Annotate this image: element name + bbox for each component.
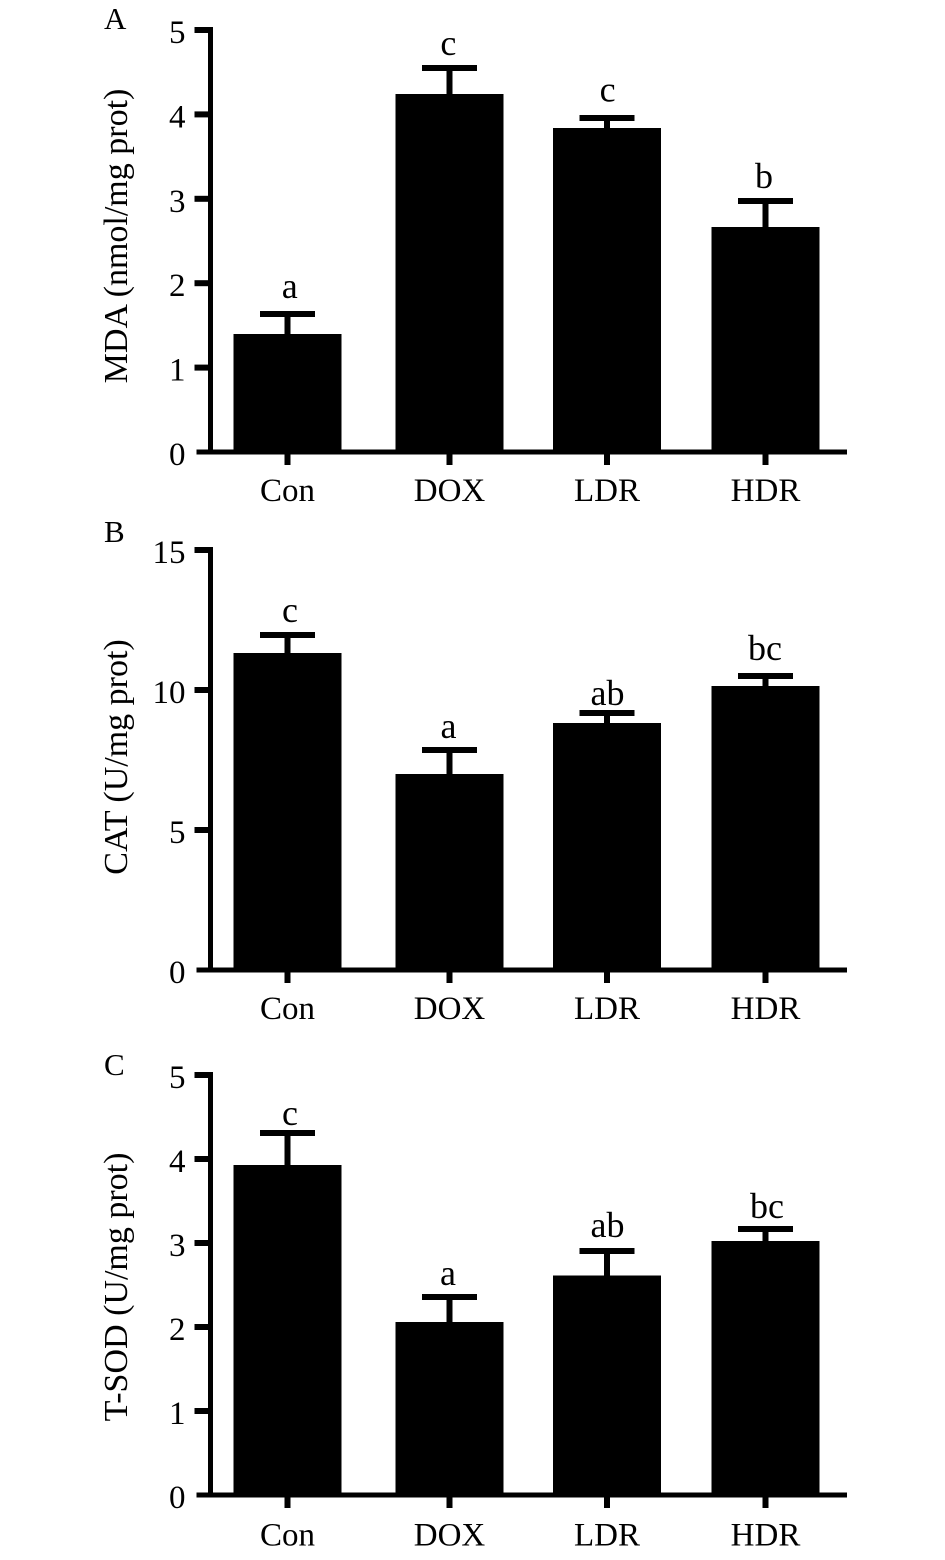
svg-text:15: 15 (153, 535, 186, 571)
svg-text:DOX: DOX (414, 991, 486, 1027)
svg-text:LDR: LDR (574, 1518, 640, 1554)
svg-text:a: a (282, 266, 298, 306)
svg-text:C: C (104, 1047, 125, 1082)
svg-text:Con: Con (260, 1518, 315, 1554)
svg-text:Con: Con (260, 473, 315, 509)
svg-text:0: 0 (169, 955, 186, 991)
svg-text:5: 5 (169, 815, 186, 851)
svg-text:1: 1 (169, 353, 186, 389)
svg-text:bc: bc (750, 1186, 784, 1226)
svg-text:c: c (282, 590, 298, 630)
svg-text:a: a (440, 1253, 456, 1293)
svg-text:Con: Con (260, 991, 315, 1027)
svg-text:2: 2 (169, 268, 186, 304)
svg-text:3: 3 (169, 184, 186, 220)
svg-text:c: c (440, 23, 456, 63)
svg-text:4: 4 (169, 1144, 186, 1180)
svg-text:HDR: HDR (731, 473, 801, 509)
svg-text:A: A (104, 1, 127, 36)
svg-text:2: 2 (169, 1312, 186, 1348)
svg-text:T-SOD (U/mg prot): T-SOD (U/mg prot) (98, 1153, 135, 1422)
svg-text:MDA (nmol/mg prot): MDA (nmol/mg prot) (98, 89, 135, 384)
svg-text:ab: ab (591, 673, 625, 713)
svg-text:4: 4 (169, 99, 186, 135)
svg-text:1: 1 (169, 1396, 186, 1432)
svg-text:DOX: DOX (414, 1518, 486, 1554)
svg-text:5: 5 (169, 1060, 186, 1096)
svg-text:3: 3 (169, 1228, 186, 1264)
svg-text:b: b (755, 156, 773, 196)
svg-text:HDR: HDR (731, 991, 801, 1027)
svg-text:bc: bc (748, 628, 782, 668)
svg-text:c: c (282, 1093, 298, 1133)
svg-text:10: 10 (153, 675, 186, 711)
svg-text:ab: ab (591, 1205, 625, 1245)
svg-text:LDR: LDR (574, 991, 640, 1027)
svg-text:B: B (104, 514, 125, 549)
svg-text:HDR: HDR (731, 1518, 801, 1554)
svg-text:DOX: DOX (414, 473, 486, 509)
svg-text:a: a (441, 706, 457, 746)
svg-text:0: 0 (169, 1480, 186, 1516)
svg-text:c: c (600, 70, 616, 110)
svg-text:CAT (U/mg prot): CAT (U/mg prot) (98, 639, 135, 874)
svg-text:5: 5 (169, 15, 186, 51)
svg-text:LDR: LDR (574, 473, 640, 509)
svg-text:0: 0 (169, 437, 186, 473)
